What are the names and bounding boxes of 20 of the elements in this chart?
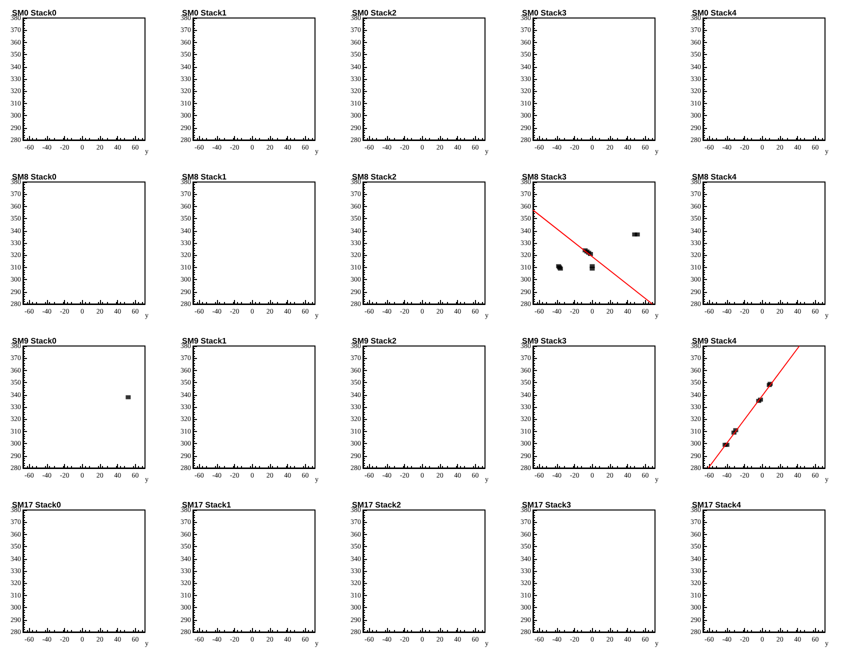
chart-title: SM0 Stack0	[12, 8, 58, 18]
chart-title: SM9 Stack0	[12, 336, 58, 346]
chart-title: SM8 Stack4	[692, 172, 738, 182]
chart-title: SM17 Stack1	[182, 500, 232, 510]
chart-title: SM8 Stack1	[182, 172, 228, 182]
chart-title: SM8 Stack0	[12, 172, 58, 182]
chart-title: SM17 Stack2	[352, 500, 402, 510]
chart-title: SM0 Stack2	[352, 8, 398, 18]
chart-title: SM8 Stack2	[352, 172, 398, 182]
chart-title: SM9 Stack2	[352, 336, 398, 346]
chart-title: SM0 Stack4	[692, 8, 738, 18]
chart-title: SM17 Stack3	[522, 500, 572, 510]
chart-title: SM9 Stack1	[182, 336, 228, 346]
chart-title: SM0 Stack1	[182, 8, 228, 18]
chart-title: SM0 Stack3	[522, 8, 568, 18]
chart-title: SM17 Stack0	[12, 500, 62, 510]
chart-title: SM17 Stack4	[692, 500, 742, 510]
chart-title: SM8 Stack3	[522, 172, 568, 182]
chart-title: SM9 Stack4	[692, 336, 738, 346]
chart-title: SM9 Stack3	[522, 336, 568, 346]
